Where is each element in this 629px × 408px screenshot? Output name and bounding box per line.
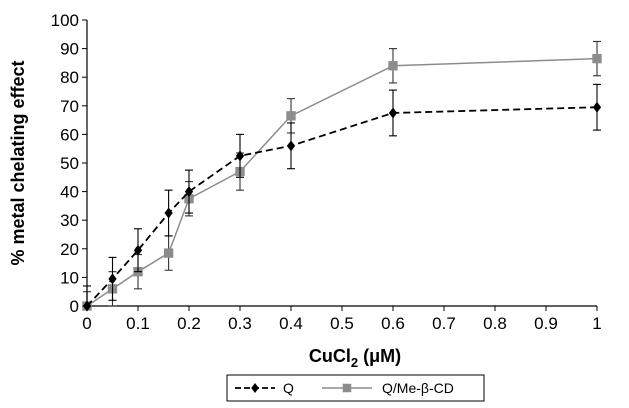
x-tick-label: 0 [82, 314, 91, 333]
y-tick-label: 100 [51, 11, 79, 30]
x-tick-label: 0.4 [279, 314, 303, 333]
x-axis-title: CuCl2 (μM) [309, 346, 401, 370]
y-tick-label: 40 [60, 183, 79, 202]
y-tick-label: 60 [60, 125, 79, 144]
y-tick-label: 50 [60, 154, 79, 173]
x-axis-title-sub: 2 [351, 355, 358, 370]
legend-marker [342, 383, 352, 393]
series-layer [82, 40, 602, 312]
x-tick-label: 0.2 [177, 314, 201, 333]
y-tick-label: 20 [60, 240, 79, 259]
x-tick-label: 0.7 [432, 314, 456, 333]
data-point [184, 186, 194, 198]
series-q [82, 83, 602, 312]
series-line [86, 57, 598, 307]
data-point [133, 244, 143, 256]
data-point [164, 207, 173, 219]
y-tick-label: 70 [60, 97, 79, 116]
x-axis-title-rest: (μM) [358, 346, 401, 366]
data-point [592, 53, 602, 64]
y-tick-label: 10 [60, 268, 79, 287]
legend-marker [251, 383, 259, 393]
data-point [286, 111, 296, 121]
x-axis-title-base: CuCl [309, 346, 351, 366]
data-point [163, 248, 174, 258]
data-point [388, 61, 398, 71]
legend-label: Q/Me-β-CD [382, 380, 454, 396]
data-point [388, 107, 398, 119]
data-point [108, 273, 117, 285]
x-tick-label: 0.8 [483, 314, 507, 333]
y-tick-label: 90 [60, 40, 79, 59]
x-tick-label: 1 [592, 314, 601, 333]
data-point [592, 101, 602, 113]
y-tick-label: 80 [60, 68, 79, 87]
data-point [82, 300, 92, 312]
x-tick-label: 0.9 [534, 314, 558, 333]
axes: 0 10 20 30 40 50 60 70 80 90 100 0 0.1 0.2 0.3 0.4 0.5 0.… [51, 11, 602, 333]
x-tick-label: 0.6 [381, 314, 405, 333]
x-tick-label: 0.5 [330, 314, 354, 333]
y-tick-label: 30 [60, 211, 79, 230]
y-tick-label: 0 [70, 297, 79, 316]
x-tick-label: 0.1 [126, 314, 150, 333]
data-point [235, 150, 245, 162]
data-point [286, 140, 296, 152]
series-q-me-cd [82, 40, 602, 311]
x-tick-label: 0.3 [228, 314, 252, 333]
series-line [86, 106, 598, 307]
legend: Q Q/Me-β-CD [226, 374, 485, 402]
y-axis-title: % metal chelating effect [8, 60, 28, 265]
legend-label: Q [283, 380, 294, 396]
